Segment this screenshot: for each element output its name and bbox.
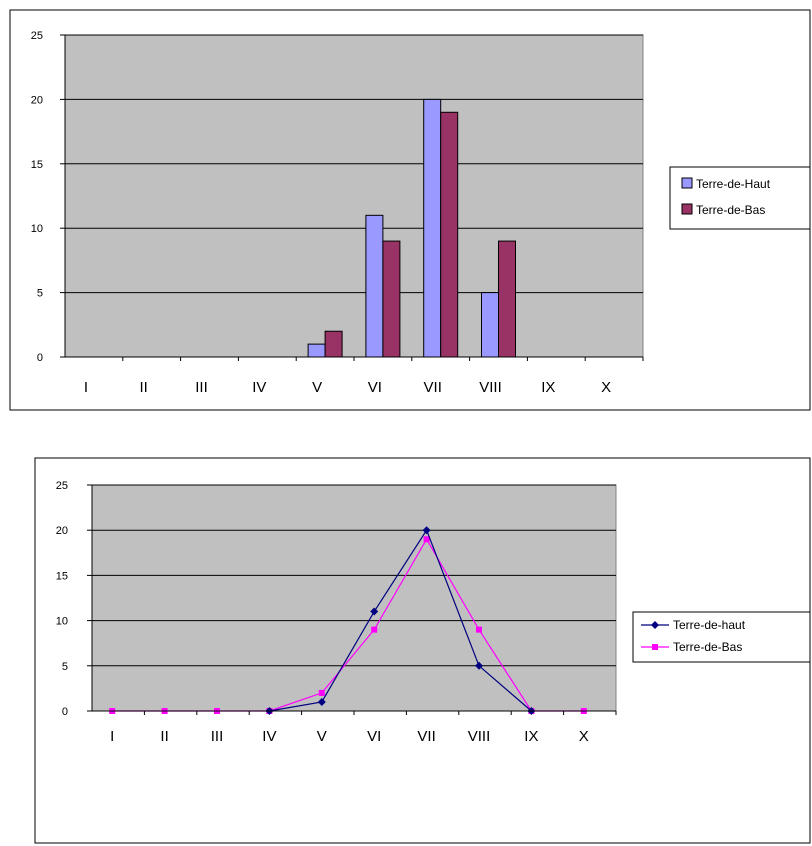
legend-label: Terre-de-Bas bbox=[696, 203, 765, 217]
data-point bbox=[422, 526, 431, 535]
legend-label: Terre-de-Bas bbox=[673, 640, 742, 654]
bar bbox=[423, 98, 442, 358]
x-tick-label: I bbox=[84, 379, 88, 396]
y-tick-label: 10 bbox=[31, 223, 43, 235]
x-tick-label: VII bbox=[417, 728, 435, 745]
bar bbox=[307, 343, 326, 358]
y-tick-label: 0 bbox=[37, 352, 43, 364]
x-tick-label: I bbox=[110, 728, 114, 745]
data-point bbox=[476, 626, 482, 633]
x-tick-label: VIII bbox=[468, 728, 491, 745]
x-tick-label: VII bbox=[424, 379, 442, 396]
x-tick-label: IX bbox=[541, 379, 555, 396]
legend-marker bbox=[651, 621, 659, 629]
y-tick-label: 5 bbox=[62, 661, 68, 673]
x-tick-label: II bbox=[140, 379, 148, 396]
x-tick-label: III bbox=[211, 728, 224, 745]
bar-plot-area bbox=[64, 34, 644, 358]
x-tick-label: IV bbox=[252, 379, 266, 396]
y-tick-label: 20 bbox=[31, 94, 43, 106]
legend-marker bbox=[652, 644, 658, 650]
x-tick-label: V bbox=[317, 728, 327, 745]
data-point bbox=[475, 661, 483, 670]
y-tick-label: 15 bbox=[31, 159, 43, 171]
bar bbox=[382, 240, 401, 358]
x-tick-label: VIII bbox=[479, 379, 502, 396]
series-line bbox=[269, 528, 532, 712]
y-tick-label: 0 bbox=[62, 706, 68, 718]
legend-swatch bbox=[681, 177, 693, 189]
data-point bbox=[318, 689, 325, 696]
x-tick-label: X bbox=[579, 728, 589, 745]
y-tick-label: 15 bbox=[56, 570, 68, 582]
legend-box bbox=[632, 611, 811, 663]
x-tick-label: IX bbox=[524, 728, 538, 745]
legend-swatch bbox=[681, 203, 693, 215]
bar bbox=[440, 111, 459, 358]
legend-box bbox=[669, 166, 811, 230]
x-tick-label: III bbox=[195, 379, 208, 396]
legend-label: Terre-de-haut bbox=[673, 618, 746, 632]
data-point bbox=[371, 626, 378, 633]
data-point bbox=[317, 697, 326, 706]
y-tick-label: 5 bbox=[37, 288, 43, 300]
line-plot-area bbox=[91, 484, 617, 712]
bar bbox=[324, 330, 343, 358]
x-tick-label: X bbox=[601, 379, 611, 396]
data-point bbox=[370, 607, 379, 616]
x-tick-label: IV bbox=[262, 728, 276, 745]
bar bbox=[365, 214, 384, 358]
x-tick-label: II bbox=[160, 728, 168, 745]
y-tick-label: 20 bbox=[56, 525, 68, 537]
x-tick-label: V bbox=[312, 379, 322, 396]
bar bbox=[498, 240, 516, 358]
x-tick-label: VI bbox=[367, 728, 381, 745]
y-tick-label: 25 bbox=[56, 480, 68, 492]
y-tick-label: 10 bbox=[56, 616, 68, 628]
x-tick-label: VI bbox=[368, 379, 382, 396]
bar bbox=[481, 292, 499, 358]
legend-label: Terre-de-Haut bbox=[696, 177, 771, 191]
y-tick-label: 25 bbox=[31, 30, 43, 42]
data-point bbox=[423, 536, 430, 543]
